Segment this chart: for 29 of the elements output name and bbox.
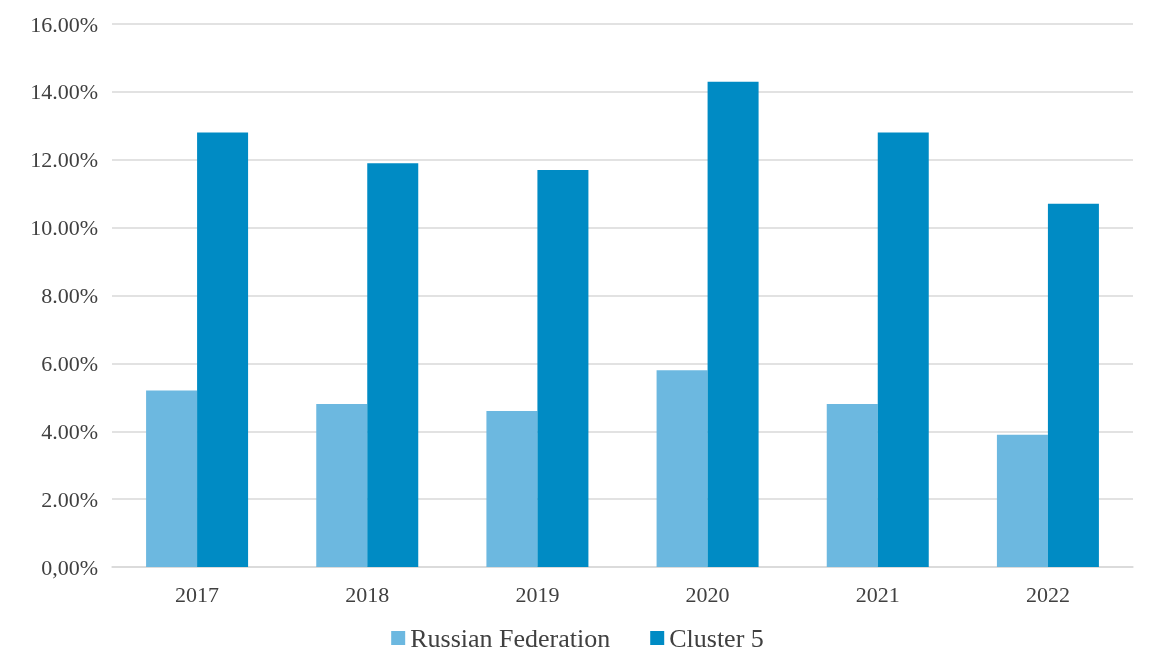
bar bbox=[537, 169, 589, 567]
bar bbox=[367, 163, 419, 567]
y-tick-label: 2.00% bbox=[41, 486, 98, 512]
bar bbox=[826, 404, 878, 567]
bar bbox=[486, 410, 538, 567]
bar bbox=[996, 434, 1048, 567]
legend-label: Russian Federation bbox=[410, 623, 611, 653]
bar bbox=[656, 370, 708, 567]
x-tick-label: 2017 bbox=[175, 581, 220, 607]
y-tick-label: 6.00% bbox=[41, 350, 98, 376]
y-tick-label: 4.00% bbox=[41, 418, 98, 444]
y-tick-label: 12.00% bbox=[30, 147, 98, 173]
bar bbox=[1047, 203, 1099, 567]
bar bbox=[877, 132, 929, 567]
x-tick-label: 2021 bbox=[855, 581, 900, 607]
x-tick-label: 2022 bbox=[1025, 581, 1070, 607]
x-tick-label: 2020 bbox=[685, 581, 730, 607]
y-tick-label: 0,00% bbox=[41, 554, 98, 580]
y-tick-label: 16.00% bbox=[30, 11, 98, 37]
x-tick-label: 2018 bbox=[345, 581, 390, 607]
bar bbox=[146, 390, 198, 567]
bar bbox=[316, 404, 368, 567]
legend-label: Cluster 5 bbox=[669, 623, 764, 653]
bar bbox=[707, 81, 759, 567]
y-tick-label: 14.00% bbox=[30, 79, 98, 105]
y-tick-label: 8.00% bbox=[41, 283, 98, 308]
y-tick-label: 10.00% bbox=[30, 215, 98, 241]
x-tick-label: 2019 bbox=[515, 581, 560, 607]
bar bbox=[197, 132, 249, 567]
